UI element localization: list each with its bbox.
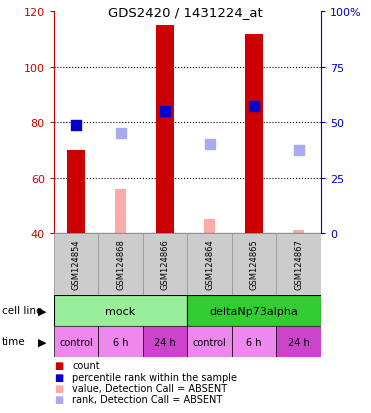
Text: value, Detection Call = ABSENT: value, Detection Call = ABSENT [72, 383, 227, 393]
Bar [115, 189, 127, 233]
Text: GDS2420 / 1431224_at: GDS2420 / 1431224_at [108, 6, 263, 19]
Point [296, 147, 302, 154]
Text: ■: ■ [54, 394, 63, 404]
Bar [54, 233, 98, 295]
Bar [245, 35, 263, 233]
Bar [293, 230, 305, 233]
Point [251, 103, 257, 109]
Text: GSM124864: GSM124864 [205, 239, 214, 290]
Text: 24 h: 24 h [288, 337, 309, 347]
Bar [54, 326, 98, 357]
Point [162, 109, 168, 115]
Bar [276, 233, 321, 295]
Text: GSM124865: GSM124865 [250, 239, 259, 290]
Bar [276, 326, 321, 357]
Text: time: time [2, 337, 26, 347]
Bar [204, 220, 216, 233]
Text: ▶: ▶ [39, 306, 47, 316]
Text: percentile rank within the sample: percentile rank within the sample [72, 372, 237, 382]
Bar [143, 326, 187, 357]
Text: 24 h: 24 h [154, 337, 176, 347]
Text: 6 h: 6 h [113, 337, 128, 347]
Text: 6 h: 6 h [246, 337, 262, 347]
Text: ■: ■ [54, 372, 63, 382]
Bar [232, 233, 276, 295]
Bar [187, 326, 232, 357]
Text: ▶: ▶ [39, 337, 47, 347]
Text: control: control [193, 337, 226, 347]
Bar [156, 26, 174, 233]
Text: GSM124854: GSM124854 [72, 239, 81, 290]
Bar [187, 295, 321, 326]
Bar [54, 295, 187, 326]
Text: ■: ■ [54, 383, 63, 393]
Bar [143, 233, 187, 295]
Text: rank, Detection Call = ABSENT: rank, Detection Call = ABSENT [72, 394, 223, 404]
Point [73, 122, 79, 129]
Point [118, 131, 124, 137]
Text: count: count [72, 361, 100, 370]
Bar [98, 326, 143, 357]
Text: GSM124866: GSM124866 [161, 239, 170, 290]
Text: ■: ■ [54, 361, 63, 370]
Bar [98, 233, 143, 295]
Text: GSM124868: GSM124868 [116, 239, 125, 290]
Bar [232, 326, 276, 357]
Bar [187, 233, 232, 295]
Text: GSM124867: GSM124867 [294, 239, 303, 290]
Text: mock: mock [105, 306, 136, 316]
Text: deltaNp73alpha: deltaNp73alpha [210, 306, 299, 316]
Point [207, 142, 213, 148]
Text: control: control [59, 337, 93, 347]
Bar [67, 150, 85, 233]
Text: cell line: cell line [2, 306, 42, 316]
